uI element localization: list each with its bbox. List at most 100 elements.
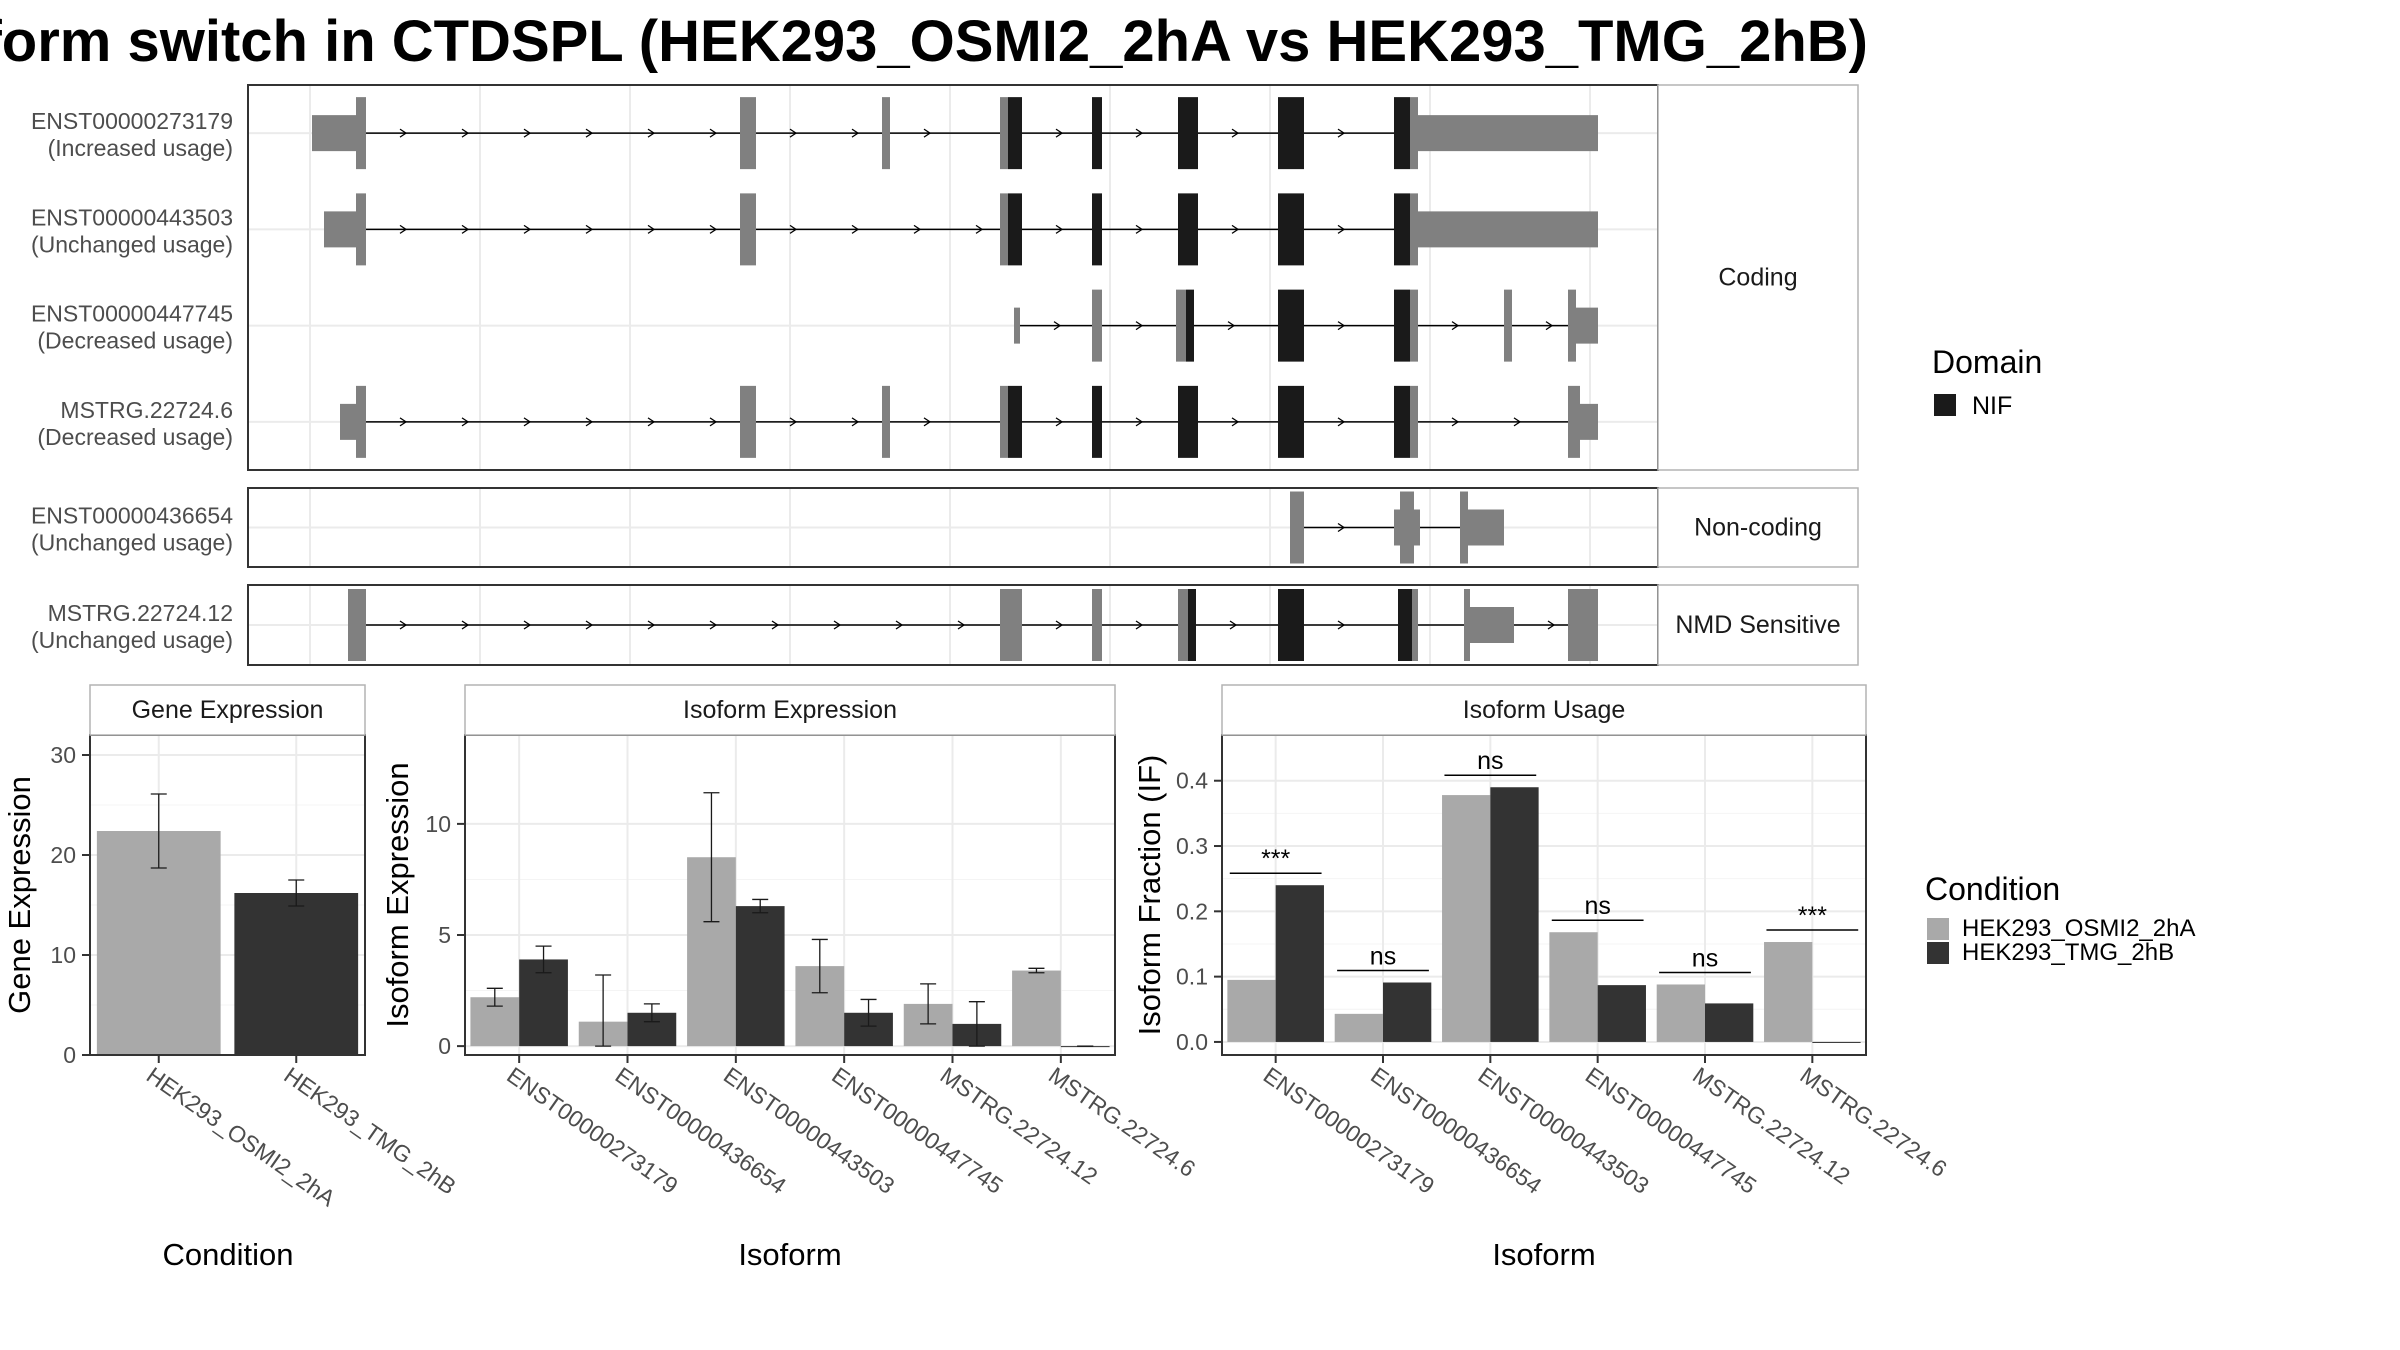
y-tick-label: 10: [50, 942, 76, 968]
transcript-usage-label: (Decreased usage): [37, 328, 233, 354]
domain-exon: [1398, 589, 1412, 661]
intron-arrow: [1337, 321, 1346, 331]
intron-arrow: [1135, 417, 1144, 427]
transcript-track-ENST00000273179: [312, 97, 1598, 170]
domain-exon: [1008, 385, 1022, 458]
bar: [1383, 982, 1432, 1042]
bar: [1334, 1013, 1383, 1042]
intron-arrow: [1055, 224, 1064, 234]
transcript-id-label: MSTRG.22724.6: [60, 397, 233, 423]
bar: [1275, 885, 1324, 1042]
transcript-id-label: ENST00000447745: [31, 301, 233, 327]
coding-exon: [1464, 589, 1470, 661]
bar: [1227, 979, 1276, 1042]
intron-arrow: [975, 224, 984, 234]
coding-exon: [1568, 289, 1576, 362]
y-tick-label: 0.4: [1176, 768, 1208, 794]
domain-exon: [1178, 97, 1198, 170]
intron-arrow: [709, 128, 718, 138]
transcript-id-label: ENST00000273179: [31, 108, 233, 134]
x-axis-label: Isoform: [1492, 1237, 1595, 1272]
intron-arrow: [1135, 128, 1144, 138]
bar: [1705, 1003, 1754, 1042]
coding-exon: [1568, 589, 1598, 661]
intron-arrow: [851, 224, 860, 234]
domain-exon: [1178, 385, 1198, 458]
intron-arrow: [1231, 224, 1240, 234]
y-tick-label: 0.3: [1176, 833, 1208, 859]
transcript-structure-panel: Coding ENST00000273179(Increased usage) EN…: [31, 84, 1859, 666]
domain-exon: [1092, 193, 1102, 266]
significance-label: ns: [1692, 944, 1718, 972]
bar: [1012, 970, 1061, 1047]
intron-arrow: [399, 224, 408, 234]
transcript-usage-label: (Increased usage): [48, 135, 233, 161]
domain-exon: [1178, 193, 1198, 266]
intron-arrow: [709, 417, 718, 427]
facet-strip: [1657, 487, 1859, 568]
y-tick-label: 20: [50, 842, 76, 868]
intron-arrow: [1545, 321, 1554, 331]
bar: [1549, 932, 1598, 1042]
intron-arrow: [789, 224, 798, 234]
intron-arrow: [461, 620, 470, 630]
coding-exon: [1410, 97, 1418, 170]
intron-arrow: [709, 620, 718, 630]
transcript-usage-label: (Unchanged usage): [31, 530, 233, 556]
y-axis-label: Gene Expression: [2, 776, 37, 1014]
coding-exon: [1568, 385, 1580, 458]
panel-strip: [464, 684, 1116, 736]
coding-exon: [740, 97, 756, 170]
coding-exon: [1000, 97, 1008, 170]
bar: [735, 906, 785, 1047]
coding-exon: [1092, 589, 1102, 661]
intron-arrow: [1337, 224, 1346, 234]
y-tick-label: 0: [438, 1033, 451, 1059]
panel-strip: [89, 684, 366, 736]
significance-label: ***: [1798, 902, 1827, 930]
y-axis-label: Isoform Fraction (IF): [1132, 755, 1167, 1036]
domain-exon: [1186, 289, 1194, 362]
domain-exon: [1394, 385, 1410, 458]
utr-exon: [1580, 403, 1598, 440]
bar: [519, 959, 568, 1047]
domain-legend: Domain NIF: [1932, 344, 2042, 420]
facet-strip-label: NMD Sensitive: [1675, 611, 1840, 639]
utr-exon: [324, 211, 356, 248]
domain-exon: [1278, 193, 1304, 266]
utr-exon: [1414, 509, 1420, 546]
facet-non-coding: Non-coding: [247, 487, 1859, 568]
intron-arrow: [1337, 522, 1346, 533]
intron-arrow: [399, 620, 408, 630]
transcript-track-ENST00000447745: [1014, 289, 1598, 362]
bar: [1812, 1041, 1861, 1043]
intron-arrow: [1055, 417, 1064, 427]
intron-arrow: [1337, 417, 1346, 427]
coding-exon: [356, 97, 366, 170]
domain-exon: [1394, 97, 1410, 170]
facet-strip: [1657, 584, 1859, 666]
coding-exon: [1290, 491, 1304, 564]
intron-arrow: [923, 417, 932, 427]
utr-exon: [312, 115, 356, 152]
facet-strip: [1657, 84, 1859, 471]
intron-arrow: [833, 620, 842, 630]
domain-legend-title: Domain: [1932, 344, 2042, 380]
significance-label: ns: [1584, 892, 1610, 920]
intron-arrow: [585, 620, 594, 630]
bar-panel-isoform-expression: Isoform Expression 0 5 10 Isoform Expression…: [380, 684, 1200, 1272]
panel-strip: [1221, 684, 1867, 736]
bar-panel-isoform-usage: *** ns ns ns ns *** Isoform Usage 0.0 0.1 0.2 0.3 0…: [1132, 684, 1952, 1272]
domain-exon: [1278, 97, 1304, 170]
transcript-track-MSTRG.22724.6: [340, 385, 1598, 458]
coding-exon: [348, 589, 366, 661]
intron-arrow: [523, 128, 532, 138]
coding-exon: [1000, 385, 1008, 458]
intron-arrow: [523, 620, 532, 630]
intron-arrow: [1053, 321, 1062, 331]
intron-arrow: [709, 224, 718, 234]
intron-arrow: [1337, 620, 1346, 630]
coding-exon: [882, 97, 890, 170]
